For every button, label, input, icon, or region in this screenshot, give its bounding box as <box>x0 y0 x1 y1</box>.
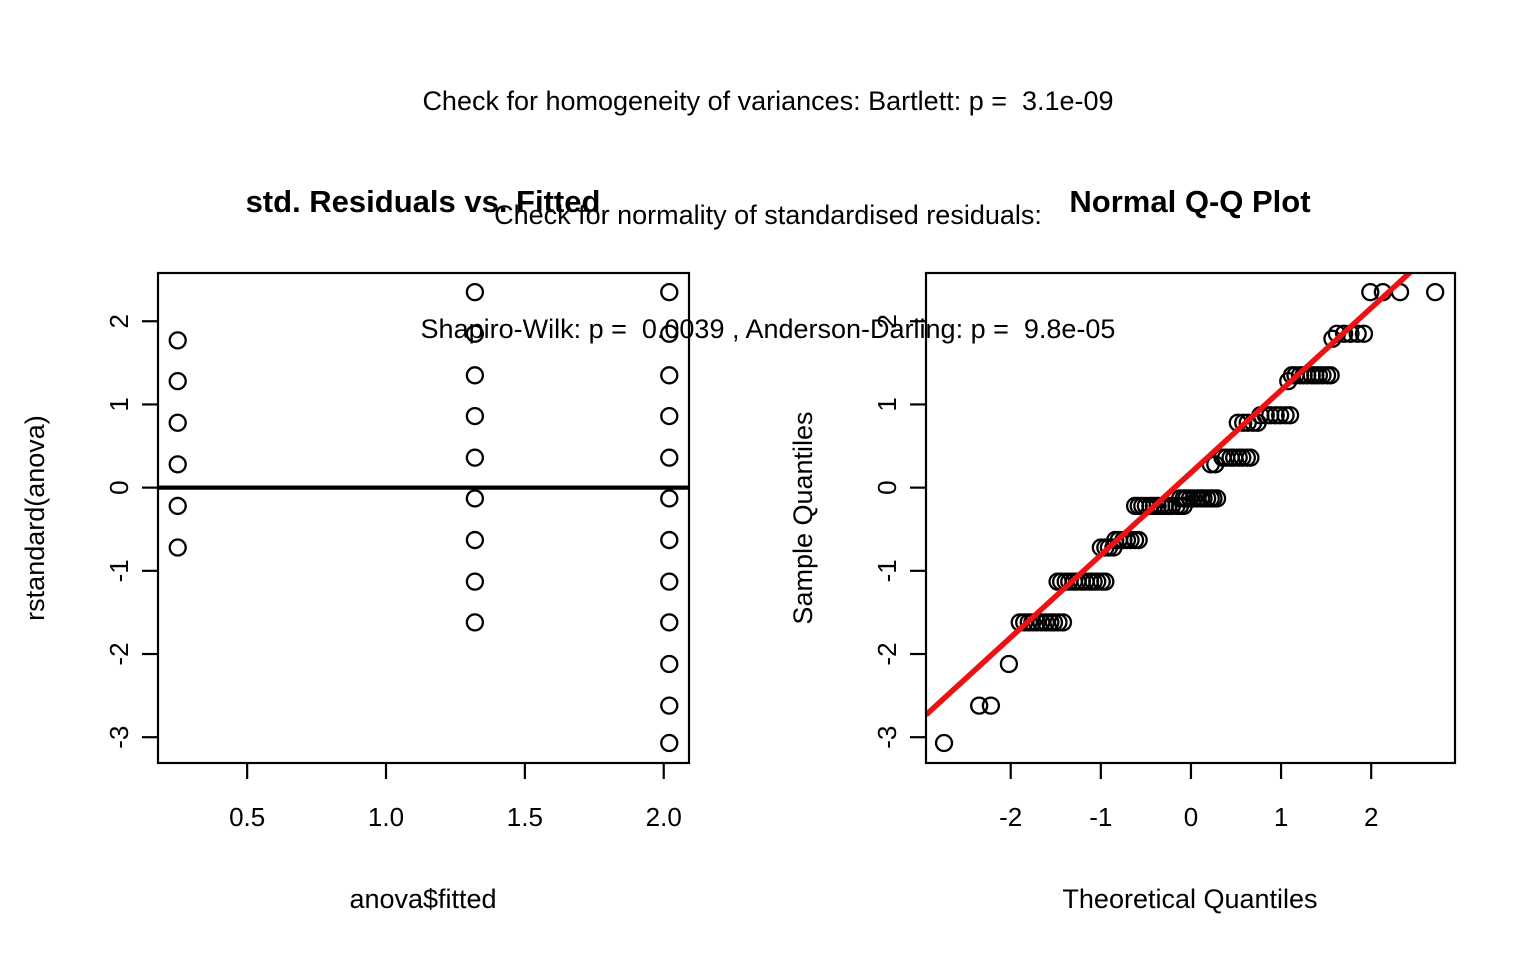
x-tick-label: 2 <box>1364 802 1378 832</box>
y-tick-label: 1 <box>104 397 134 411</box>
data-point-circle <box>168 538 187 557</box>
data-point-circle <box>1121 530 1140 550</box>
qq-reference-line <box>926 273 1414 717</box>
data-point-circle <box>660 324 679 343</box>
bartlett-test-line: Check for homogeneity of variances: Bart… <box>422 86 1114 116</box>
data-point-circle <box>1049 613 1068 632</box>
qq-plot-xlabel: Theoretical Quantiles <box>1062 884 1317 914</box>
data-point-circle <box>465 406 485 426</box>
data-point-circle <box>465 489 485 508</box>
x-tick-label: -2 <box>999 802 1022 832</box>
data-point-circle <box>1276 406 1295 425</box>
data-point-circle <box>1335 324 1354 343</box>
x-tick-label: 0.5 <box>229 802 265 832</box>
data-point-circle <box>660 572 679 591</box>
data-point-circle <box>1233 448 1252 467</box>
data-point-circle <box>168 371 187 391</box>
data-point-circle <box>168 455 187 474</box>
normality-header-line: Check for normality of standardised resi… <box>494 200 1042 230</box>
data-point-circle <box>1321 366 1340 385</box>
residuals-vs-fitted-plot: std. Residuals vs. Fitted anova$fitted r… <box>20 184 691 914</box>
data-point-circle <box>999 654 1019 674</box>
left-plot-title: std. Residuals vs. Fitted <box>246 184 601 219</box>
data-point-circle <box>168 496 187 516</box>
y-tick-label: 0 <box>104 480 134 494</box>
y-tick-label: 2 <box>104 314 134 328</box>
x-tick-label: -1 <box>1089 802 1112 832</box>
data-point-circle <box>1053 613 1073 632</box>
y-tick-label: -2 <box>104 642 134 665</box>
qq-plot-title: Normal Q-Q Plot <box>1069 184 1310 219</box>
left-plot-ylabel: rstandard(anova) <box>20 415 50 621</box>
data-points <box>168 282 679 753</box>
data-point-circle <box>168 413 187 432</box>
data-point-circle <box>1361 282 1380 302</box>
data-point-circle <box>1348 324 1367 343</box>
data-point-circle <box>660 282 679 302</box>
shapiro-anderson-line: Shapiro-Wilk: p = 0.0039 , Anderson-Darl… <box>420 314 1116 344</box>
data-point-circle <box>465 572 485 591</box>
data-point-circle <box>465 366 485 385</box>
y-tick-label: 2 <box>872 314 902 328</box>
data-point-circle <box>1234 413 1253 432</box>
left-plot-content: 0.5 1.0 1.5 2.0 -3 -2 -1 0 1 2 <box>104 271 691 832</box>
data-point-circle <box>1207 489 1227 508</box>
qq-plot-content: -2 -1 0 1 2 -3 -2 -1 0 1 2 <box>872 271 1457 832</box>
data-point-circle <box>970 696 989 715</box>
data-point-circle <box>1088 572 1107 591</box>
data-point-circle <box>1280 406 1300 425</box>
normal-qq-plot: Normal Q-Q Plot Theoretical Quantiles Sa… <box>788 184 1457 914</box>
data-point-circle <box>465 448 485 467</box>
left-plot-xlabel: anova$fitted <box>349 884 496 914</box>
x-tick-label: 1 <box>1274 802 1288 832</box>
data-point-circle <box>660 654 679 674</box>
data-point-circle <box>465 613 485 632</box>
data-point-circle <box>934 733 954 753</box>
data-point-circle <box>1241 448 1260 467</box>
data-point-circle <box>981 696 1001 715</box>
data-point-circle <box>1354 324 1374 343</box>
y-tick-label: -3 <box>104 726 134 749</box>
data-point-circle <box>660 366 679 385</box>
data-point-circle <box>465 530 485 550</box>
data-point-circle <box>1096 572 1115 591</box>
data-point-circle <box>1313 366 1332 385</box>
data-point-circle <box>660 489 679 508</box>
x-tick-label: 1.5 <box>507 802 543 832</box>
data-point-circle <box>660 406 679 426</box>
y-tick-label: -1 <box>872 559 902 582</box>
data-point-circle <box>465 324 485 343</box>
data-point-circle <box>1271 406 1290 425</box>
x-tick-label: 0 <box>1184 802 1198 832</box>
qq-plot-ylabel: Sample Quantiles <box>788 411 818 624</box>
y-tick-label: 0 <box>872 480 902 494</box>
data-point-circle <box>1266 406 1285 425</box>
diagnostics-header: Check for homogeneity of variances: Bart… <box>0 6 1536 424</box>
y-tick-label: -3 <box>872 726 902 749</box>
data-point-circle <box>660 733 679 753</box>
x-tick-label: 2.0 <box>646 802 682 832</box>
plot-box <box>924 271 1457 765</box>
data-point-circle <box>1129 530 1148 550</box>
y-tick-label: -2 <box>872 642 902 665</box>
data-point-circle <box>660 530 679 550</box>
data-point-circle <box>465 282 485 302</box>
y-tick-label: 1 <box>872 397 902 411</box>
y-tick-label: -1 <box>104 559 134 582</box>
data-point-circle <box>168 331 187 350</box>
data-point-circle <box>660 448 679 467</box>
x-tick-label: 1.0 <box>368 802 404 832</box>
data-point-circle <box>660 696 679 715</box>
data-points <box>934 282 1445 753</box>
data-point-circle <box>1044 613 1064 632</box>
plot-box <box>156 271 691 765</box>
data-point-circle <box>1426 282 1445 302</box>
data-point-circle <box>660 613 679 632</box>
